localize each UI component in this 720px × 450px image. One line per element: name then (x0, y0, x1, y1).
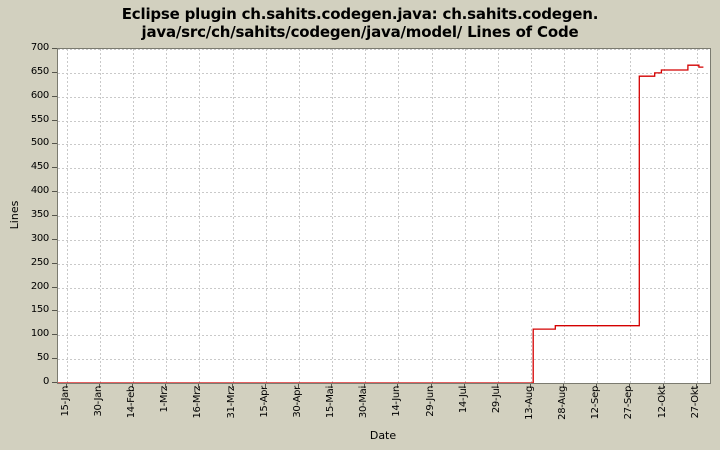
x-tick-mark (397, 384, 398, 388)
x-tick-mark (563, 384, 564, 388)
x-tick-label: 27-Okt (690, 386, 701, 419)
chart-title: Eclipse plugin ch.sahits.codegen.java: c… (0, 5, 720, 41)
y-tick-mark (52, 48, 57, 49)
x-tick-mark (265, 384, 266, 388)
x-tick-mark (364, 384, 365, 388)
series-line (58, 64, 704, 383)
x-tick-mark (431, 384, 432, 388)
y-tick-label: 0 (42, 376, 49, 387)
x-tick-mark (464, 384, 465, 388)
x-tick-label: 14-Jul (458, 386, 469, 414)
x-tick-mark (165, 384, 166, 388)
x-tick-mark (99, 384, 100, 388)
y-tick-label: 700 (30, 42, 49, 53)
y-tick-mark (52, 72, 57, 73)
plot-area (57, 48, 711, 384)
chart-title-line2: java/src/ch/sahits/codegen/java/model/ L… (141, 23, 579, 41)
y-tick-mark (52, 120, 57, 121)
x-tick-mark (66, 384, 67, 388)
x-tick-label: 15-Apr (259, 386, 270, 418)
x-tick-label: 14-Jun (391, 386, 402, 417)
x-tick-label: 30-Jan (93, 386, 104, 417)
x-tick-label: 27-Sep (623, 386, 634, 420)
y-tick-mark (52, 96, 57, 97)
x-tick-mark (663, 384, 664, 388)
x-tick-label: 16-Mrz (192, 386, 203, 419)
y-tick-label: 350 (30, 209, 49, 220)
chart-canvas (58, 49, 710, 383)
y-tick-mark (52, 167, 57, 168)
x-tick-label: 30-Apr (292, 386, 303, 418)
x-axis-title: Date (369, 429, 397, 442)
x-tick-mark (232, 384, 233, 388)
x-tick-label: 12-Sep (590, 386, 601, 420)
x-tick-label: 12-Okt (657, 386, 668, 419)
y-tick-label: 500 (30, 137, 49, 148)
y-tick-label: 100 (30, 328, 49, 339)
y-tick-mark (52, 143, 57, 144)
y-tick-label: 400 (30, 185, 49, 196)
x-tick-label: 29-Jun (425, 386, 436, 417)
y-tick-label: 150 (30, 304, 49, 315)
x-tick-label: 14-Feb (126, 386, 137, 419)
x-tick-mark (132, 384, 133, 388)
y-tick-mark (52, 358, 57, 359)
x-tick-mark (629, 384, 630, 388)
x-tick-label: 15-Jan (60, 386, 71, 417)
x-tick-mark (198, 384, 199, 388)
y-tick-mark (52, 263, 57, 264)
chart-title-line1: Eclipse plugin ch.sahits.codegen.java: c… (121, 5, 599, 23)
y-tick-label: 300 (30, 233, 49, 244)
y-tick-mark (52, 382, 57, 383)
y-tick-label: 600 (30, 90, 49, 101)
y-tick-label: 650 (30, 66, 49, 77)
y-tick-mark (52, 215, 57, 216)
y-tick-mark (52, 287, 57, 288)
x-tick-label: 13-Aug (524, 386, 535, 420)
x-tick-label: 30-Mai (358, 386, 369, 419)
y-tick-label: 250 (30, 257, 49, 268)
x-tick-mark (696, 384, 697, 388)
x-tick-mark (530, 384, 531, 388)
y-tick-label: 50 (36, 352, 49, 363)
x-tick-mark (497, 384, 498, 388)
x-tick-mark (331, 384, 332, 388)
x-tick-label: 28-Aug (557, 386, 568, 420)
x-tick-label: 31-Mrz (226, 386, 237, 419)
y-tick-label: 200 (30, 281, 49, 292)
y-tick-mark (52, 191, 57, 192)
x-tick-mark (298, 384, 299, 388)
x-tick-label: 15-Mai (325, 386, 336, 419)
x-tick-label: 29-Jul (491, 386, 502, 414)
y-tick-mark (52, 334, 57, 335)
x-tick-mark (596, 384, 597, 388)
y-tick-label: 550 (30, 114, 49, 125)
x-tick-label: 1-Mrz (159, 386, 170, 413)
y-tick-label: 450 (30, 161, 49, 172)
y-tick-mark (52, 239, 57, 240)
y-tick-mark (52, 310, 57, 311)
